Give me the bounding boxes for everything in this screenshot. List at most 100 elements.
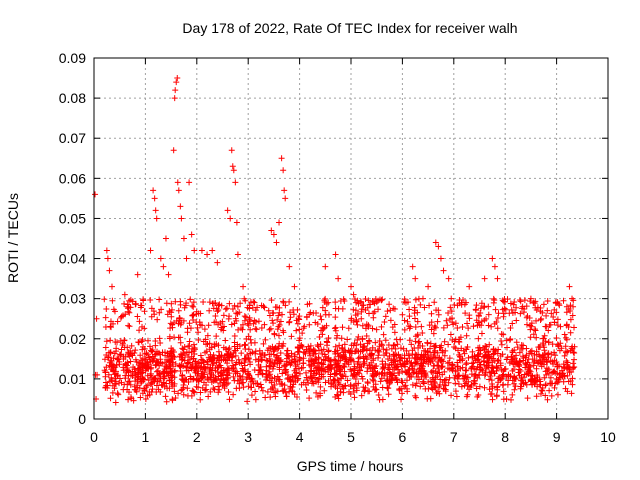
data-point — [139, 336, 146, 343]
data-point — [121, 344, 128, 351]
data-point — [264, 374, 271, 381]
data-point — [353, 387, 360, 394]
data-point — [228, 147, 235, 154]
data-point — [144, 351, 151, 358]
data-point — [307, 352, 314, 359]
data-point — [301, 323, 308, 330]
data-point — [428, 319, 435, 326]
data-point — [103, 305, 110, 312]
data-point — [121, 337, 128, 344]
data-point — [509, 391, 516, 398]
data-point — [418, 323, 425, 330]
data-point — [399, 311, 406, 318]
data-point — [434, 362, 441, 369]
data-point — [179, 373, 186, 380]
data-point — [132, 301, 139, 308]
data-point — [305, 379, 312, 386]
data-point — [109, 297, 116, 304]
data-point — [245, 322, 252, 329]
data-point — [209, 354, 216, 361]
data-point — [394, 366, 401, 373]
data-point — [519, 303, 526, 310]
data-point — [114, 356, 121, 363]
data-point — [552, 300, 559, 307]
x-axis-label: GPS time / hours — [297, 458, 404, 474]
data-point — [317, 313, 324, 320]
data-point — [186, 359, 193, 366]
data-point — [113, 345, 120, 352]
data-point — [532, 379, 539, 386]
data-point — [495, 375, 502, 382]
data-point — [523, 321, 530, 328]
data-point — [170, 147, 177, 154]
data-point — [244, 351, 251, 358]
data-point — [360, 355, 367, 362]
data-point — [258, 353, 265, 360]
data-point — [507, 336, 514, 343]
data-point — [223, 346, 230, 353]
data-point — [438, 342, 445, 349]
data-point — [454, 347, 461, 354]
data-point — [367, 352, 374, 359]
data-point — [379, 384, 386, 391]
data-point — [451, 301, 458, 308]
data-point — [495, 310, 502, 317]
data-point — [103, 382, 110, 389]
data-point — [141, 350, 148, 357]
data-point — [208, 373, 215, 380]
data-point — [125, 351, 132, 358]
data-point — [321, 298, 328, 305]
data-point — [365, 323, 372, 330]
data-point — [282, 362, 289, 369]
data-point — [358, 315, 365, 322]
data-point — [347, 391, 354, 398]
data-point — [139, 355, 146, 362]
data-point — [441, 338, 448, 345]
data-point — [182, 352, 189, 359]
data-point — [469, 360, 476, 367]
data-point — [220, 376, 227, 383]
data-point — [523, 381, 530, 388]
data-point — [200, 299, 207, 306]
data-point — [190, 341, 197, 348]
data-point — [508, 306, 515, 313]
data-point — [528, 320, 535, 327]
data-point — [404, 318, 411, 325]
data-point — [424, 339, 431, 346]
data-point — [481, 317, 488, 324]
data-point — [233, 310, 240, 317]
data-point — [221, 377, 228, 384]
data-point — [438, 363, 445, 370]
data-point — [380, 346, 387, 353]
data-point — [335, 275, 342, 282]
data-point — [226, 345, 233, 352]
data-point — [177, 301, 184, 308]
data-point — [566, 366, 573, 373]
data-point — [547, 374, 554, 381]
data-point — [522, 360, 529, 367]
data-point — [380, 364, 387, 371]
data-point — [387, 307, 394, 314]
data-point — [336, 342, 343, 349]
data-point — [412, 392, 419, 399]
data-point — [337, 388, 344, 395]
data-point — [375, 391, 382, 398]
data-point — [502, 306, 509, 313]
data-point — [149, 346, 156, 353]
data-point — [469, 348, 476, 355]
data-point — [366, 338, 373, 345]
data-point — [348, 283, 354, 290]
data-point — [157, 351, 164, 358]
data-point — [513, 359, 520, 366]
data-point — [267, 325, 274, 332]
data-point — [553, 375, 560, 382]
data-point — [332, 357, 339, 364]
data-point — [464, 391, 471, 398]
data-point — [222, 306, 229, 313]
data-point — [93, 315, 100, 322]
data-point — [405, 351, 412, 358]
data-point — [393, 336, 400, 343]
data-point — [296, 326, 303, 333]
data-point — [334, 360, 341, 367]
data-point — [248, 384, 255, 391]
